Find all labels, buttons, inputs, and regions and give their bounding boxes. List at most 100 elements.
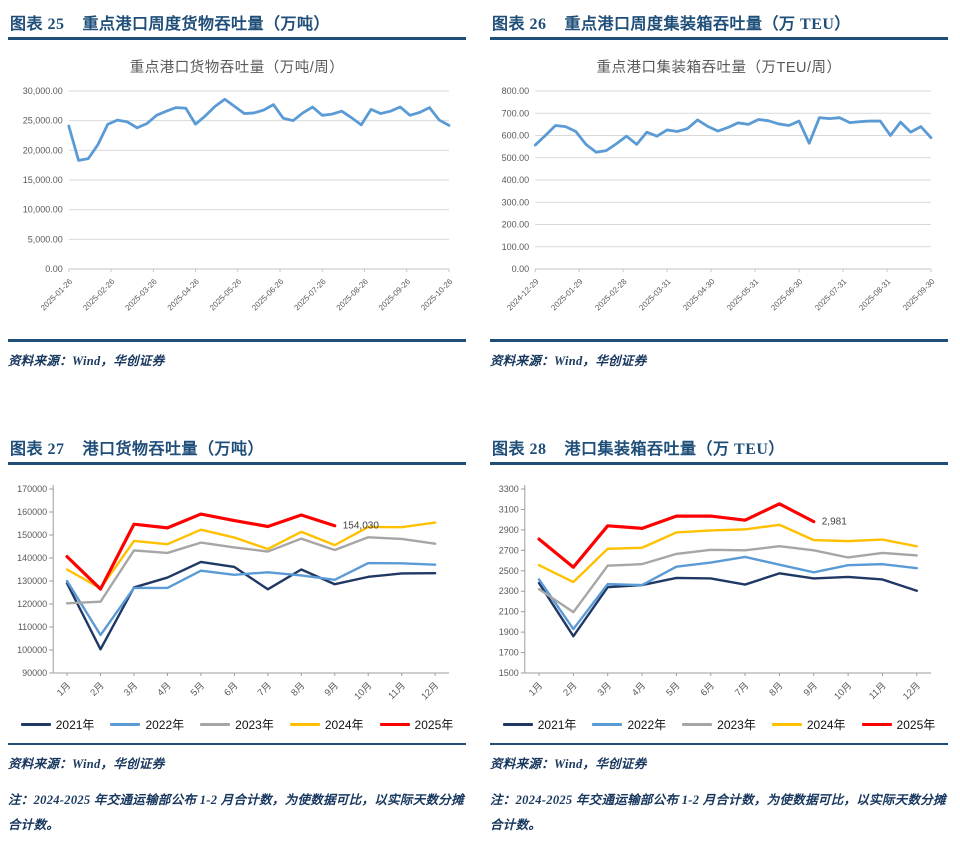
svg-text:140000: 140000 bbox=[17, 553, 47, 563]
svg-text:5月: 5月 bbox=[189, 680, 207, 698]
header-rule bbox=[490, 37, 948, 40]
svg-text:2025-03-31: 2025-03-31 bbox=[637, 277, 673, 313]
legend-label: 2024年 bbox=[324, 718, 364, 732]
svg-text:10,000.00: 10,000.00 bbox=[23, 205, 63, 215]
svg-text:2025-06-26: 2025-06-26 bbox=[250, 277, 286, 313]
svg-text:3月: 3月 bbox=[122, 680, 140, 698]
legend-item: 2021年 bbox=[20, 716, 94, 733]
svg-text:0.00: 0.00 bbox=[45, 264, 63, 274]
legend-swatch bbox=[379, 723, 410, 726]
legend-item: 2022年 bbox=[592, 716, 666, 733]
svg-text:3300: 3300 bbox=[499, 484, 519, 494]
svg-text:2025-02-26: 2025-02-26 bbox=[81, 277, 117, 313]
chart-title: 重点港口集装箱吞吐量（万TEU/周） bbox=[596, 60, 842, 76]
svg-text:5,000.00: 5,000.00 bbox=[28, 234, 63, 244]
svg-text:25,000.00: 25,000.00 bbox=[23, 116, 63, 126]
header-rule bbox=[8, 461, 466, 465]
svg-text:7月: 7月 bbox=[733, 680, 751, 698]
figure-title: 重点港口周度货物吞吐量（万吨） bbox=[82, 16, 331, 33]
svg-text:1月: 1月 bbox=[527, 680, 545, 698]
svg-text:2月: 2月 bbox=[561, 680, 579, 698]
svg-text:2025-04-26: 2025-04-26 bbox=[166, 277, 202, 313]
legend-swatch bbox=[861, 723, 892, 726]
svg-text:2025-08-31: 2025-08-31 bbox=[857, 277, 893, 313]
svg-text:130000: 130000 bbox=[17, 576, 47, 586]
svg-text:2025-04-30: 2025-04-30 bbox=[681, 277, 717, 313]
svg-text:2500: 2500 bbox=[499, 565, 519, 575]
svg-text:700.00: 700.00 bbox=[502, 108, 530, 118]
legend-item: 2021年 bbox=[502, 716, 577, 733]
figure-28-header: 图表 28 港口集装箱吞吐量（万 TEU） bbox=[490, 433, 948, 462]
figure-grid: 图表 25 重点港口周度货物吞吐量（万吨） 重点港口货物吞吐量（万吨/周） 0.0… bbox=[8, 8, 954, 838]
figure-25: 图表 25 重点港口周度货物吞吐量（万吨） 重点港口货物吞吐量（万吨/周） 0.0… bbox=[8, 8, 466, 369]
source-text: 资料来源：Wind，华创证券 bbox=[8, 353, 165, 368]
header-rule bbox=[490, 461, 948, 465]
svg-text:9月: 9月 bbox=[323, 680, 341, 698]
legend-swatch bbox=[592, 723, 623, 726]
svg-text:2025-01-26: 2025-01-26 bbox=[39, 277, 75, 313]
weekly-cargo-throughput-chart: 0.00 5,000.00 10,000.00 15,000.00 20,000.00 2… bbox=[23, 86, 455, 313]
monthly-cargo-throughput-chart: 90000 100000 110000 120000 130000 140000 15000… bbox=[17, 484, 449, 702]
svg-text:2025-01-29: 2025-01-29 bbox=[549, 277, 585, 313]
chart-legend: 2021年 2022年 2023年 2024年 2025年 bbox=[490, 715, 948, 735]
svg-text:2025-06-30: 2025-06-30 bbox=[769, 277, 805, 313]
legend-swatch bbox=[20, 723, 51, 726]
svg-text:9月: 9月 bbox=[802, 680, 820, 698]
note-text: 注：2024-2025 年交通运输部公布 1-2 月合计数，为使数据可比，以实际… bbox=[490, 793, 946, 832]
svg-text:2900: 2900 bbox=[499, 524, 519, 534]
svg-text:1700: 1700 bbox=[499, 647, 519, 657]
svg-text:2,981: 2,981 bbox=[822, 516, 847, 527]
legend-swatch bbox=[502, 723, 533, 726]
svg-text:300.00: 300.00 bbox=[502, 197, 530, 207]
svg-text:6月: 6月 bbox=[699, 680, 717, 698]
svg-text:2025-03-26: 2025-03-26 bbox=[123, 277, 159, 313]
header-rule bbox=[8, 37, 466, 40]
weekly-container-throughput-chart: 0.00 100.00 200.00 300.00 400.00 500.00 600.00… bbox=[502, 86, 937, 313]
source-text: 资料来源：Wind，华创证券 bbox=[490, 757, 647, 771]
svg-text:400.00: 400.00 bbox=[502, 175, 530, 185]
svg-text:2700: 2700 bbox=[499, 545, 519, 555]
svg-text:120000: 120000 bbox=[17, 599, 47, 609]
figure-title: 港口货物吞吐量（万吨） bbox=[82, 440, 265, 458]
legend-item: 2023年 bbox=[682, 716, 756, 733]
chart-title: 重点港口货物吞吐量（万吨/周） bbox=[129, 60, 345, 76]
legend-item: 2024年 bbox=[771, 716, 846, 733]
svg-text:10月: 10月 bbox=[832, 680, 854, 702]
figure-title: 港口集装箱吞吐量（万 TEU） bbox=[564, 440, 785, 458]
figure-26-header: 图表 26 重点港口周度集装箱吞吐量（万 TEU） bbox=[490, 8, 948, 37]
svg-text:0.00: 0.00 bbox=[512, 264, 530, 274]
svg-text:154,030: 154,030 bbox=[343, 520, 380, 531]
svg-text:11月: 11月 bbox=[386, 680, 407, 701]
legend-label: 2025年 bbox=[896, 718, 936, 732]
figure-number: 图表 27 bbox=[10, 440, 65, 458]
figure-number: 图表 28 bbox=[492, 440, 547, 458]
source-text: 资料来源：Wind，华创证券 bbox=[8, 757, 165, 771]
legend-label: 2021年 bbox=[537, 718, 577, 732]
source-text: 资料来源：Wind，华创证券 bbox=[490, 353, 647, 368]
svg-text:30,000.00: 30,000.00 bbox=[23, 86, 63, 96]
svg-text:15,000.00: 15,000.00 bbox=[23, 175, 63, 185]
svg-text:100000: 100000 bbox=[17, 645, 47, 655]
svg-text:2300: 2300 bbox=[499, 586, 519, 596]
figure-28: 图表 28 港口集装箱吞吐量（万 TEU） 1500 1700 1900 2100 230… bbox=[490, 433, 948, 839]
figure-number: 图表 25 bbox=[10, 16, 65, 33]
figure-27-header: 图表 27 港口货物吞吐量（万吨） bbox=[8, 433, 466, 462]
svg-text:2100: 2100 bbox=[499, 606, 519, 616]
svg-text:12月: 12月 bbox=[419, 680, 441, 702]
figure-number: 图表 26 bbox=[492, 16, 547, 33]
svg-text:90000: 90000 bbox=[22, 668, 47, 678]
monthly-container-throughput-chart: 1500 1700 1900 2100 2300 2500 2700 2900 3100 3300… bbox=[499, 484, 931, 702]
source-rule bbox=[8, 339, 466, 342]
svg-text:20,000.00: 20,000.00 bbox=[23, 145, 63, 155]
svg-text:1900: 1900 bbox=[499, 627, 519, 637]
svg-text:12月: 12月 bbox=[901, 680, 923, 702]
svg-text:160000: 160000 bbox=[17, 507, 47, 517]
legend-item: 2022年 bbox=[110, 716, 184, 733]
svg-text:2025-09-30: 2025-09-30 bbox=[901, 277, 937, 313]
legend-swatch bbox=[682, 723, 713, 726]
figure-26: 图表 26 重点港口周度集装箱吞吐量（万 TEU） 重点港口集装箱吞吐量（万TEU… bbox=[490, 8, 948, 369]
svg-text:2025-05-31: 2025-05-31 bbox=[725, 277, 761, 313]
legend-item: 2023年 bbox=[200, 716, 274, 733]
svg-text:110000: 110000 bbox=[18, 622, 47, 632]
svg-text:2025-10-26: 2025-10-26 bbox=[419, 277, 455, 313]
